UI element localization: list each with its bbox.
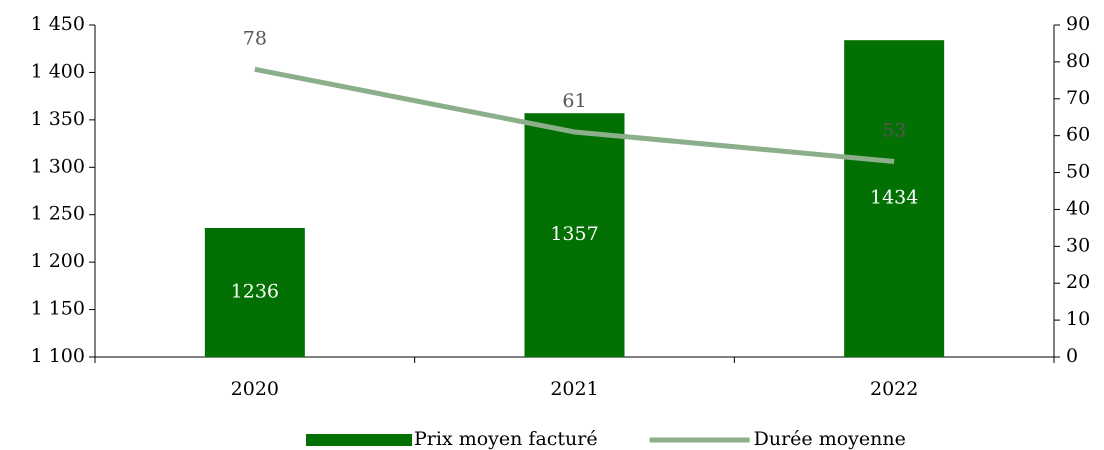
- line-value-label: 61: [562, 90, 586, 112]
- y2-tick-label: 20: [1066, 271, 1090, 293]
- y2-tick-label: 60: [1066, 124, 1090, 146]
- legend-swatch: [306, 434, 412, 446]
- y-tick-label: 1 150: [31, 298, 85, 320]
- y-tick-label: 1 100: [31, 345, 85, 367]
- y-tick-label: 1 250: [31, 203, 85, 225]
- y-tick-label: 1 300: [31, 155, 85, 177]
- y2-tick-label: 70: [1066, 87, 1090, 109]
- bar-value-label: 1357: [550, 223, 598, 245]
- line-value-label: 78: [243, 27, 267, 49]
- x-tick-label: 2020: [231, 378, 279, 400]
- line-value-label: 53: [882, 119, 906, 141]
- bar: [204, 227, 305, 357]
- legend-label: Prix moyen facturé: [414, 428, 598, 450]
- y-tick-label: 1 350: [31, 108, 85, 130]
- y2-tick-label: 90: [1066, 13, 1090, 35]
- legend-label: Durée moyenne: [754, 428, 906, 450]
- y2-tick-label: 30: [1066, 234, 1090, 256]
- y2-tick-label: 10: [1066, 308, 1090, 330]
- y2-tick-label: 0: [1066, 345, 1078, 367]
- y2-tick-label: 50: [1066, 161, 1090, 183]
- x-tick-label: 2021: [550, 378, 598, 400]
- y-tick-label: 1 400: [31, 60, 85, 82]
- bar: [844, 40, 945, 357]
- bar: [524, 113, 625, 358]
- y2-tick-label: 80: [1066, 50, 1090, 72]
- y2-tick-label: 40: [1066, 197, 1090, 219]
- bar-value-label: 1434: [870, 187, 918, 209]
- y-tick-label: 1 450: [31, 13, 85, 35]
- bar-value-label: 1236: [231, 280, 279, 302]
- y-tick-label: 1 200: [31, 250, 85, 272]
- x-tick-label: 2022: [870, 378, 918, 400]
- line: [254, 66, 895, 164]
